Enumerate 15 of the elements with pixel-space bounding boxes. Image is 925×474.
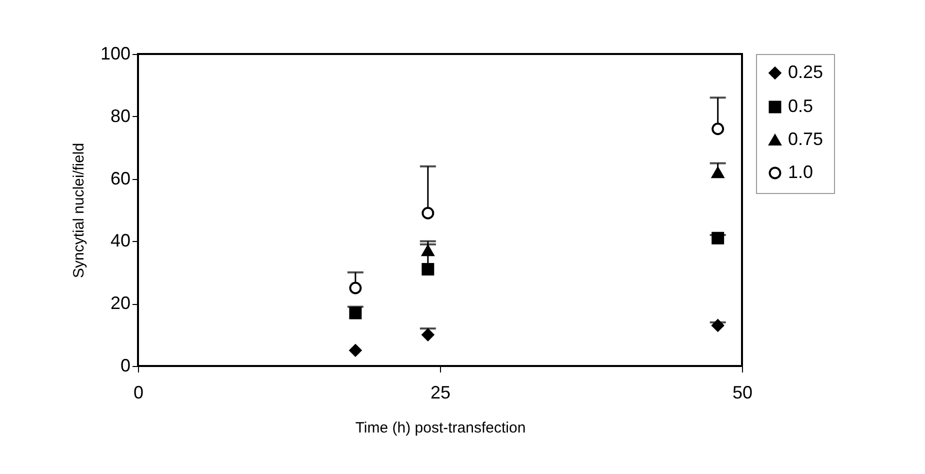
x-tick-label: 50 — [732, 382, 753, 402]
x-tick-label: 25 — [430, 382, 451, 402]
legend-label: 0.5 — [788, 96, 814, 116]
y-tick-label: 0 — [120, 356, 130, 376]
y-tick-label: 60 — [110, 168, 130, 188]
x-tick-label: 0 — [133, 382, 144, 402]
y-tick-label: 100 — [100, 44, 130, 64]
y-tick-label: 80 — [110, 106, 130, 126]
y-tick-label: 40 — [110, 230, 130, 251]
legend-label: 1.0 — [788, 162, 814, 182]
legend-label: 0.75 — [788, 129, 824, 149]
y-tick-label: 20 — [110, 293, 130, 314]
y-axis-title: Syncytial nuclei/field — [70, 142, 88, 278]
legend-label: 0.25 — [788, 62, 824, 82]
x-axis-title: Time (h) post-transfection — [355, 420, 526, 436]
